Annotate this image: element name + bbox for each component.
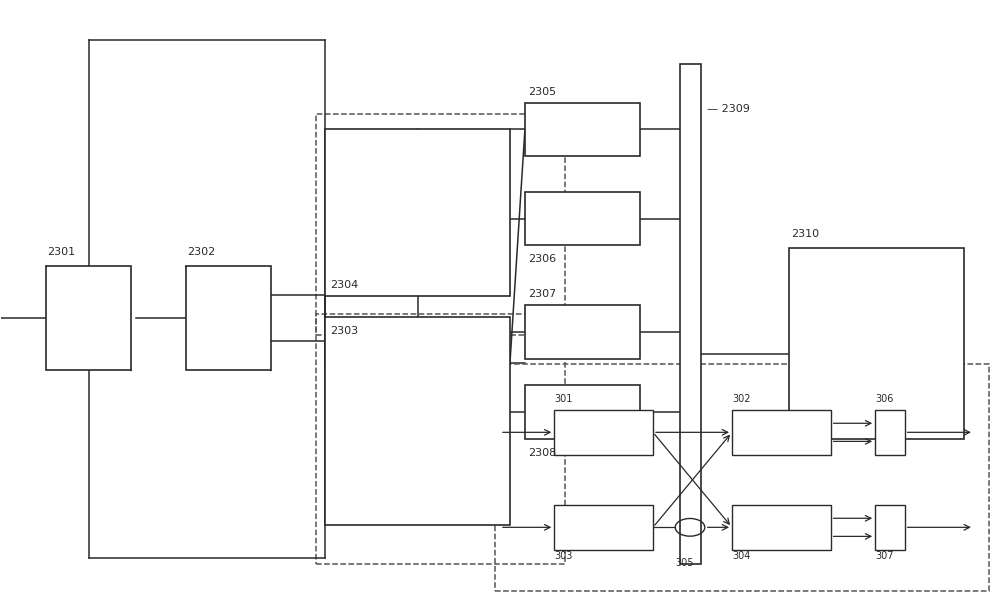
Text: 2310: 2310	[791, 230, 819, 239]
Bar	[554, 410, 653, 455]
Text: 2301: 2301	[47, 248, 75, 257]
Bar	[316, 114, 565, 335]
Text: 2305: 2305	[528, 87, 556, 97]
Bar	[554, 505, 653, 550]
Bar	[680, 64, 701, 564]
Bar	[325, 317, 510, 525]
Bar	[732, 410, 831, 455]
Bar	[525, 305, 640, 359]
Text: 306: 306	[875, 394, 893, 404]
Text: 2303: 2303	[330, 326, 359, 336]
Bar	[525, 385, 640, 439]
Bar	[875, 505, 905, 550]
Bar	[525, 192, 640, 245]
Text: 307: 307	[875, 551, 894, 562]
Text: 2308: 2308	[528, 448, 556, 459]
Bar	[316, 314, 565, 564]
Bar	[495, 364, 989, 591]
Text: 305: 305	[675, 558, 694, 568]
Bar	[732, 505, 831, 550]
Text: 301: 301	[554, 394, 573, 404]
Text: 2302: 2302	[187, 248, 215, 257]
Bar	[186, 266, 271, 370]
Bar	[325, 129, 510, 296]
Text: — 2309: — 2309	[707, 103, 750, 114]
Text: 2304: 2304	[330, 280, 359, 290]
Text: 303: 303	[554, 551, 573, 562]
Text: 2307: 2307	[528, 289, 556, 299]
Bar	[789, 248, 964, 439]
Text: 304: 304	[732, 551, 750, 562]
Bar	[525, 103, 640, 156]
Text: 2306: 2306	[528, 254, 556, 264]
Text: 302: 302	[732, 394, 750, 404]
Bar	[875, 410, 905, 455]
Bar	[46, 266, 131, 370]
